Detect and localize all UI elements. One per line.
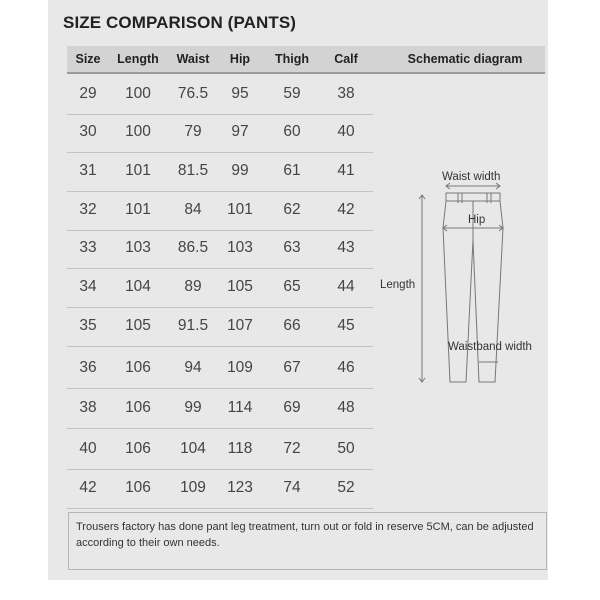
cell-waist: 81.5 <box>177 162 209 179</box>
cell-hip: 114 <box>227 399 253 416</box>
cell-length: 104 <box>125 278 151 295</box>
cell-calf: 41 <box>337 162 355 179</box>
label-waistband-width: Waistband width <box>448 341 532 353</box>
cell-length: 106 <box>125 479 151 496</box>
cell-calf: 46 <box>337 359 355 376</box>
header-waist: Waist <box>176 52 210 66</box>
cell-hip: 101 <box>227 201 253 218</box>
cell-hip: 97 <box>231 123 249 140</box>
cell-hip: 103 <box>227 239 253 256</box>
cell-length: 106 <box>125 399 151 416</box>
table-row: 42 106 109 123 74 52 <box>67 469 373 509</box>
cell-thigh: 61 <box>283 162 301 179</box>
cell-calf: 50 <box>337 440 355 457</box>
cell-calf: 44 <box>337 278 355 295</box>
cell-thigh: 72 <box>283 440 301 457</box>
table-row: 36 106 94 109 67 46 <box>67 349 373 389</box>
label-waist-width: Waist width <box>442 171 501 183</box>
cell-calf: 48 <box>337 399 355 416</box>
cell-hip: 107 <box>227 317 253 334</box>
cell-thigh: 66 <box>283 317 301 334</box>
table-row: 30 100 79 97 60 40 <box>67 113 373 153</box>
cell-hip: 99 <box>231 162 249 179</box>
table-row: 33 103 86.5 103 63 43 <box>67 229 373 269</box>
cell-hip: 95 <box>231 85 249 102</box>
cell-waist: 104 <box>180 440 206 457</box>
cell-length: 105 <box>125 317 151 334</box>
cell-calf: 42 <box>337 201 355 218</box>
cell-waist: 89 <box>184 278 202 295</box>
cell-length: 103 <box>125 239 151 256</box>
cell-calf: 38 <box>337 85 355 102</box>
cell-size: 31 <box>79 162 97 179</box>
cell-thigh: 69 <box>283 399 301 416</box>
cell-thigh: 67 <box>283 359 301 376</box>
cell-waist: 79 <box>184 123 202 140</box>
cell-thigh: 59 <box>283 85 301 102</box>
cell-waist: 91.5 <box>177 317 209 334</box>
table-row: 31 101 81.5 99 61 41 <box>67 152 373 192</box>
cell-size: 35 <box>79 317 97 334</box>
cell-size: 30 <box>79 123 97 140</box>
header-thigh: Thigh <box>274 52 310 66</box>
cell-calf: 52 <box>337 479 355 496</box>
cell-size: 38 <box>79 399 97 416</box>
cell-hip: 105 <box>227 278 253 295</box>
pants-schematic-diagram: Waist width Hip Length Waistband width <box>370 160 550 395</box>
footnote: Trousers factory has done pant leg treat… <box>68 512 547 570</box>
cell-thigh: 60 <box>283 123 301 140</box>
cell-calf: 43 <box>337 239 355 256</box>
cell-thigh: 62 <box>283 201 301 218</box>
table-row: 34 104 89 105 65 44 <box>67 268 373 308</box>
cell-waist: 99 <box>184 399 202 416</box>
table-row: 29 100 76.5 95 59 38 <box>67 75 373 115</box>
table-row: 40 106 104 118 72 50 <box>67 430 373 470</box>
cell-size: 42 <box>79 479 97 496</box>
cell-hip: 109 <box>227 359 253 376</box>
cell-thigh: 74 <box>283 479 301 496</box>
cell-size: 29 <box>79 85 97 102</box>
table-row: 38 106 99 114 69 48 <box>67 389 373 429</box>
cell-hip: 123 <box>227 479 253 496</box>
size-chart-panel <box>48 0 548 580</box>
chart-title: SIZE COMPARISON (PANTS) <box>63 13 297 32</box>
cell-thigh: 65 <box>283 278 301 295</box>
header-calf: Calf <box>334 52 358 66</box>
cell-waist: 94 <box>184 359 202 376</box>
cell-calf: 40 <box>337 123 355 140</box>
cell-size: 33 <box>79 239 97 256</box>
label-hip: Hip <box>468 214 486 226</box>
cell-waist: 109 <box>180 479 206 496</box>
cell-size: 40 <box>79 440 97 457</box>
cell-waist: 76.5 <box>177 85 209 102</box>
cell-size: 36 <box>79 359 97 376</box>
cell-length: 106 <box>125 359 151 376</box>
cell-size: 32 <box>79 201 97 218</box>
header-length: Length <box>117 52 159 66</box>
header-hip: Hip <box>229 52 251 66</box>
table-row: 32 101 84 101 62 42 <box>67 191 373 231</box>
cell-size: 34 <box>79 278 97 295</box>
cell-length: 106 <box>125 440 151 457</box>
cell-calf: 45 <box>337 317 355 334</box>
table-row: 35 105 91.5 107 66 45 <box>67 307 373 347</box>
pants-drawing <box>418 182 504 383</box>
cell-thigh: 63 <box>283 239 301 256</box>
cell-length: 101 <box>125 201 151 218</box>
cell-hip: 118 <box>227 440 253 457</box>
cell-length: 101 <box>125 162 151 179</box>
cell-length: 100 <box>125 123 151 140</box>
header-schematic-diagram: Schematic diagram <box>407 52 523 66</box>
table-header: Size Length Waist Hip Thigh Calf Schemat… <box>67 46 545 74</box>
cell-length: 100 <box>125 85 151 102</box>
cell-waist: 86.5 <box>177 239 209 256</box>
header-size: Size <box>75 52 101 66</box>
cell-waist: 84 <box>184 201 202 218</box>
label-length: Length <box>380 279 416 291</box>
